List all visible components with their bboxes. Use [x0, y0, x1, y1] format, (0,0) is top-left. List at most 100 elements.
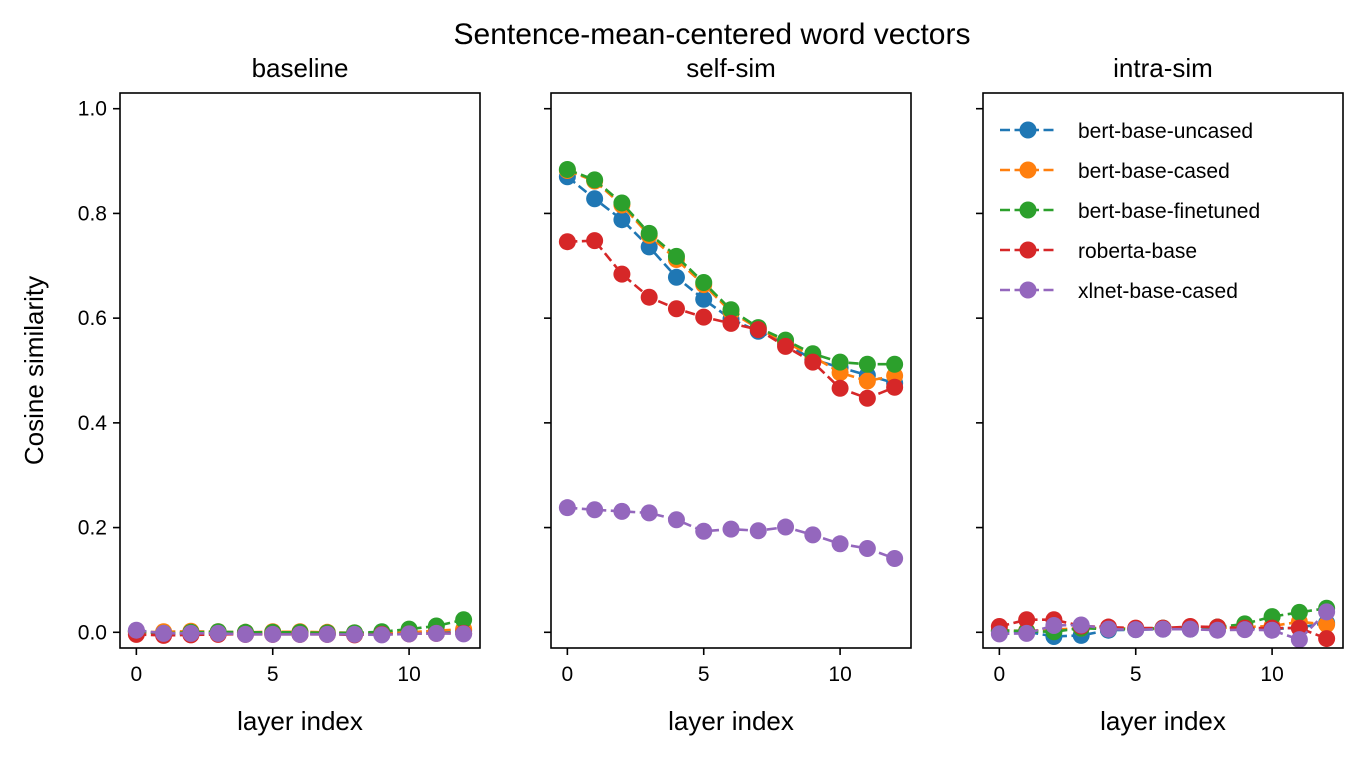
data-point	[209, 624, 227, 642]
data-point	[613, 211, 631, 229]
data-point	[858, 389, 876, 407]
data-point	[1318, 615, 1336, 633]
data-point	[236, 625, 254, 643]
legend-label: bert-base-cased	[1078, 160, 1230, 183]
x-tick-label: 0	[131, 663, 143, 686]
plot-frame	[550, 92, 912, 649]
legend-item: roberta-base	[1000, 240, 1197, 263]
y-tick-label: 0.0	[78, 621, 107, 644]
data-point	[858, 540, 876, 558]
x-tick-label: 10	[1260, 663, 1283, 686]
series-bert-base-cased	[558, 161, 904, 390]
data-point	[155, 624, 173, 642]
series-roberta-base	[558, 232, 904, 407]
panel-title: intra-sim	[1113, 53, 1213, 83]
legend-item: xlnet-base-cased	[1000, 280, 1238, 303]
data-point	[695, 522, 713, 540]
legend-marker	[1019, 241, 1037, 259]
data-point	[749, 522, 767, 540]
data-point	[777, 518, 795, 536]
legend-label: xlnet-base-cased	[1078, 280, 1238, 303]
data-point	[558, 160, 576, 178]
data-point	[831, 353, 849, 371]
data-point	[1045, 616, 1063, 634]
y-tick-label: 0.4	[78, 412, 108, 435]
data-point	[886, 355, 904, 373]
legend: bert-base-uncased bert-base-cased bert-bas…	[1000, 120, 1260, 303]
data-point	[1209, 621, 1227, 639]
data-point	[1236, 621, 1254, 639]
data-point	[127, 621, 145, 639]
data-point	[1318, 603, 1336, 621]
data-point	[1099, 620, 1117, 638]
data-point	[777, 337, 795, 355]
x-axis-label: layer index	[668, 706, 794, 736]
data-point	[182, 624, 200, 642]
x-tick-label: 10	[397, 663, 420, 686]
data-point	[291, 625, 309, 643]
legend-label: bert-base-finetuned	[1078, 200, 1260, 223]
data-point	[858, 355, 876, 373]
panel-baseline: baseline 0.0 0.2 0.4 0.6 0.8 1.0 0 5 10 layer inde…	[19, 53, 481, 736]
data-point	[558, 233, 576, 251]
x-tick-label: 10	[828, 663, 851, 686]
legend-marker	[1019, 201, 1037, 219]
x-tick-label: 0	[994, 663, 1006, 686]
x-tick-label: 5	[1130, 663, 1142, 686]
data-point	[640, 504, 658, 522]
data-point	[722, 301, 740, 319]
data-point	[400, 625, 418, 643]
data-point	[990, 625, 1008, 643]
data-point	[667, 247, 685, 265]
y-tick-label: 1.0	[78, 98, 107, 121]
data-point	[667, 268, 685, 286]
data-point	[455, 625, 473, 643]
data-point	[722, 520, 740, 538]
data-point	[346, 625, 364, 643]
plot-frame	[982, 92, 1344, 649]
figure-title: Sentence-mean-centered word vectors	[454, 18, 971, 51]
data-point	[886, 378, 904, 396]
legend-marker	[1019, 281, 1037, 299]
data-point	[264, 625, 282, 643]
data-point	[1318, 630, 1336, 648]
data-point	[1018, 611, 1036, 629]
data-point	[613, 502, 631, 520]
data-point	[695, 274, 713, 292]
legend-marker	[1019, 161, 1037, 179]
series-bert-base-uncased	[558, 168, 904, 392]
data-point	[318, 625, 336, 643]
plot-frame	[119, 92, 481, 649]
data-point	[831, 379, 849, 397]
data-point	[695, 290, 713, 308]
data-point	[640, 288, 658, 306]
panel-title: baseline	[252, 53, 349, 83]
data-point	[455, 611, 473, 629]
data-point	[1290, 603, 1308, 621]
data-point	[558, 499, 576, 517]
data-point	[640, 224, 658, 242]
y-axis-label: Cosine similarity	[19, 276, 49, 465]
data-point	[886, 549, 904, 567]
x-axis-label: layer index	[237, 706, 363, 736]
data-point	[749, 321, 767, 339]
data-point	[1290, 631, 1308, 649]
legend-item: bert-base-cased	[1000, 160, 1230, 183]
series-xlnet-base-cased	[558, 499, 904, 567]
data-point	[804, 526, 822, 544]
data-point	[613, 194, 631, 212]
data-point	[804, 353, 822, 371]
panel-title: self-sim	[686, 53, 776, 83]
data-point	[722, 314, 740, 332]
y-tick-label: 0.2	[78, 517, 107, 540]
data-point	[831, 535, 849, 553]
panel-intra-sim: intra-sim 0 5 10 layer index	[976, 53, 1344, 736]
data-point	[695, 308, 713, 326]
legend-label: roberta-base	[1078, 240, 1197, 263]
data-point	[613, 265, 631, 283]
data-point	[373, 626, 391, 644]
data-point	[667, 511, 685, 529]
x-tick-label: 5	[698, 663, 710, 686]
legend-marker	[1019, 121, 1037, 139]
